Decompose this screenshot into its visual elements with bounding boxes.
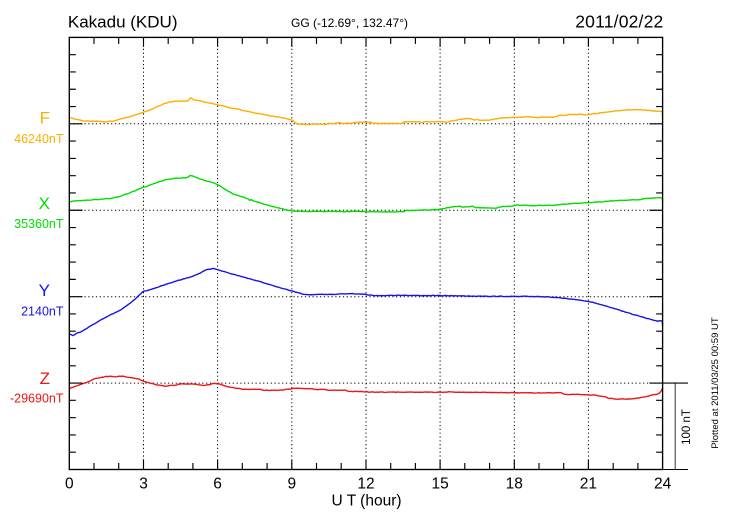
svg-text:X: X	[39, 194, 50, 213]
svg-text:35360nT: 35360nT	[14, 217, 64, 231]
svg-text:12: 12	[357, 476, 374, 493]
svg-text:GG (-12.69°, 132.47°): GG (-12.69°, 132.47°)	[291, 16, 408, 30]
svg-text:18: 18	[506, 476, 523, 493]
svg-text:Z: Z	[40, 369, 50, 388]
svg-text:24: 24	[654, 476, 672, 493]
svg-text:100 nT: 100 nT	[681, 409, 693, 445]
svg-text:2140nT: 2140nT	[21, 304, 64, 318]
svg-text:21: 21	[580, 476, 597, 493]
svg-text:U T (hour): U T (hour)	[331, 493, 401, 510]
svg-text:Y: Y	[39, 281, 50, 300]
svg-text:6: 6	[213, 476, 222, 493]
svg-text:Plotted at 2011/03/25 00:59 UT: Plotted at 2011/03/25 00:59 UT	[710, 317, 721, 449]
svg-text:3: 3	[139, 476, 148, 493]
svg-text:2011/02/22: 2011/02/22	[575, 12, 663, 32]
svg-text:-29690nT: -29690nT	[10, 392, 64, 406]
svg-text:F: F	[40, 108, 50, 127]
svg-text:46240nT: 46240nT	[14, 132, 64, 146]
svg-text:15: 15	[431, 476, 448, 493]
svg-text:Kakadu (KDU): Kakadu (KDU)	[68, 12, 178, 31]
svg-text:0: 0	[65, 476, 74, 493]
svg-text:9: 9	[287, 476, 296, 493]
